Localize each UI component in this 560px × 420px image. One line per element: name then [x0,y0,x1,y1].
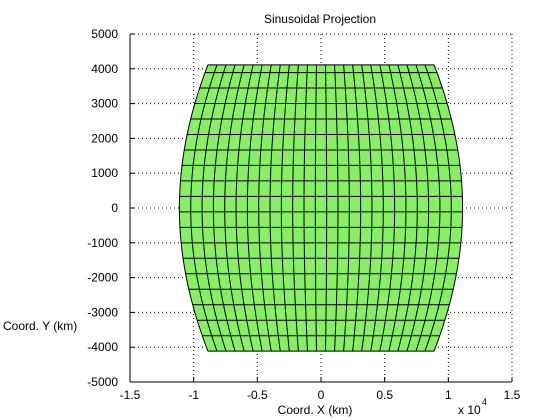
meridian-line [325,64,328,352]
x-tick-label: -0.5 [247,388,268,402]
meridian-line [246,64,263,352]
x-tick-label: 0.5 [376,388,393,402]
meridian-line [292,64,299,352]
meridian-line [379,64,396,352]
meridian-line [235,64,254,352]
meridian-line [388,64,407,352]
y-tick-label: -1000 [87,236,118,250]
meridian-line [433,64,464,352]
meridian-line [178,64,209,352]
y-tick-label: -4000 [87,340,118,354]
meridian-line [314,64,317,352]
meridian-line [224,64,245,352]
y-tick-label: 4000 [91,62,118,76]
x-tick-label: 1.5 [504,388,521,402]
meridian-line [334,64,339,352]
y-tick-label: -2000 [87,271,118,285]
meridian-line [201,64,227,352]
meridian-line [397,64,418,352]
x-tick-label: 0 [318,388,325,402]
x-axis-label: Coord. X (km) [278,403,353,417]
chart-title: Sinusoidal Projection [264,12,376,26]
surface-fill [179,64,463,352]
y-tick-label: -5000 [87,375,118,389]
ticks: -1.5 -1 -0.5 0 0.5 1 1.5 -5000 -4000 -3000 -2000 -1… [87,27,520,402]
meridian-line [303,64,308,352]
x-multiplier-exponent: 4 [482,397,487,407]
meridian-line [269,64,281,352]
y-tick-label: 2000 [91,131,118,145]
y-tick-label: 0 [111,201,118,215]
y-tick-label: 1000 [91,166,118,180]
meridian-line [424,64,452,352]
x-tick-label: -1 [188,388,199,402]
y-axis-label: Coord. Y (km) [3,319,77,333]
x-multiplier-label: x 10 [458,403,481,417]
meridian-line [361,64,373,352]
meridian-line [415,64,441,352]
y-tick-label: 3000 [91,97,118,111]
meridian-line [258,64,272,352]
meridian-line [352,64,362,352]
meridian-line [212,64,236,352]
meridian-line [370,64,384,352]
x-tick-label: -1.5 [120,388,141,402]
meridian-line [190,64,218,352]
y-tick-label: 5000 [91,27,118,41]
meridian-line [406,64,430,352]
y-tick-label: -3000 [87,305,118,319]
meridian-line [343,64,350,352]
x-tick-label: 1 [445,388,452,402]
projected-surface [178,64,464,352]
meridian-line [280,64,290,352]
